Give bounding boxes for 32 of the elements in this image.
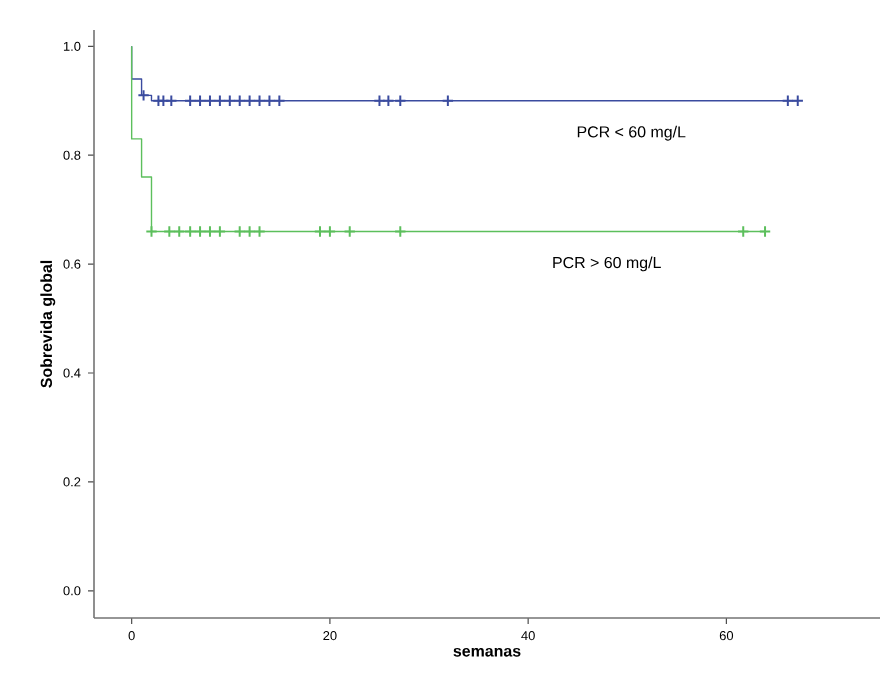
point	[273, 94, 286, 107]
point	[233, 94, 246, 107]
point	[233, 225, 246, 238]
point	[183, 225, 197, 238]
point	[382, 94, 395, 107]
point	[394, 94, 407, 107]
point	[323, 225, 337, 238]
point	[165, 94, 178, 107]
point	[253, 94, 266, 107]
point	[373, 94, 386, 107]
point	[183, 94, 197, 107]
point	[737, 225, 750, 238]
point	[145, 225, 158, 238]
point	[313, 225, 327, 238]
point	[243, 225, 256, 238]
point	[441, 94, 455, 107]
point	[193, 94, 207, 107]
point	[203, 94, 217, 107]
point	[253, 225, 266, 238]
point	[263, 94, 276, 107]
point	[223, 94, 236, 107]
point	[243, 94, 256, 107]
point	[213, 94, 227, 107]
point	[163, 225, 176, 238]
point	[343, 225, 356, 238]
point	[137, 89, 150, 102]
point	[213, 225, 227, 238]
point	[203, 225, 217, 238]
point	[173, 225, 186, 238]
point	[781, 94, 795, 107]
point	[193, 225, 207, 238]
point	[394, 225, 407, 238]
